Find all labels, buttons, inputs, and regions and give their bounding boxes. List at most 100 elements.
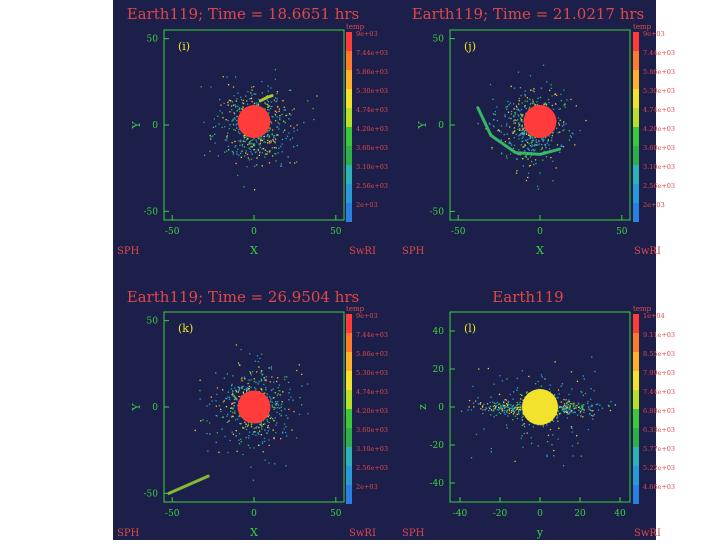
particle <box>547 139 549 141</box>
particle <box>194 429 196 432</box>
particle <box>585 119 587 122</box>
particle <box>544 102 546 104</box>
particle <box>528 423 530 426</box>
particle <box>578 406 581 408</box>
particle <box>560 100 562 102</box>
particle <box>575 105 577 107</box>
particle <box>245 139 248 141</box>
particle <box>500 409 503 411</box>
particle <box>559 405 561 408</box>
colorbar-title: temp <box>633 23 652 31</box>
particle <box>580 390 582 393</box>
particle <box>233 112 235 114</box>
particle <box>521 124 523 126</box>
x-tick-label: 20 <box>574 509 586 519</box>
particle <box>533 139 535 142</box>
particle <box>277 393 279 395</box>
particle <box>531 141 533 143</box>
particle <box>255 164 258 166</box>
particle <box>270 416 272 419</box>
particle <box>496 409 499 411</box>
particle <box>252 143 255 145</box>
particle <box>521 133 523 135</box>
particle <box>564 404 566 406</box>
particle <box>556 144 559 146</box>
particle <box>259 151 261 153</box>
particle <box>573 404 575 406</box>
particle <box>530 437 532 439</box>
particle <box>528 375 530 378</box>
particle <box>563 407 566 409</box>
particle <box>498 407 501 409</box>
particle <box>500 131 502 133</box>
particle <box>561 383 564 385</box>
particle <box>583 404 585 406</box>
particle <box>231 120 233 122</box>
planet-core <box>522 389 558 425</box>
particle <box>570 371 573 373</box>
particle <box>284 376 286 378</box>
particle <box>564 410 566 413</box>
particle <box>514 122 516 124</box>
particle <box>269 128 271 130</box>
panel-title: Earth119; Time = 26.9504 hrs <box>127 288 360 306</box>
particle <box>490 414 492 416</box>
particle <box>258 433 260 435</box>
particle <box>250 97 252 100</box>
particle <box>525 156 527 158</box>
x-tick-label: 40 <box>614 509 626 519</box>
particle <box>525 107 527 110</box>
particle <box>473 406 475 408</box>
particle <box>231 109 233 111</box>
particle <box>224 151 226 153</box>
colorbar-tick-label: 4.74e+03 <box>643 106 675 114</box>
particle <box>571 403 573 405</box>
particle <box>546 81 548 83</box>
y-tick-label: 50 <box>147 317 159 327</box>
particle <box>264 141 266 144</box>
colorbar-title: temp <box>633 305 652 313</box>
particle <box>283 120 285 122</box>
particle <box>273 437 275 440</box>
particle <box>573 407 576 410</box>
particle <box>270 366 272 368</box>
particle <box>259 146 261 148</box>
particle <box>484 409 486 411</box>
particle <box>508 403 510 406</box>
particle <box>266 432 268 434</box>
colorbar-segment <box>633 333 639 352</box>
particle <box>504 409 506 412</box>
particle <box>551 444 553 446</box>
particle <box>266 153 268 155</box>
particle <box>607 404 610 406</box>
particle <box>215 441 217 444</box>
particle <box>477 122 479 125</box>
particle <box>268 112 270 114</box>
particle <box>520 437 522 440</box>
x-axis-label: y <box>536 526 544 539</box>
particle <box>506 404 509 407</box>
particle <box>536 104 538 106</box>
particle <box>258 154 260 156</box>
colorbar-segment <box>633 466 639 485</box>
particle <box>532 139 534 141</box>
particle <box>285 465 287 467</box>
particle <box>235 100 237 102</box>
particle <box>284 109 286 111</box>
particle <box>524 139 527 141</box>
particle <box>514 119 516 121</box>
particle <box>522 412 524 414</box>
particle <box>568 407 571 409</box>
particle <box>242 102 245 105</box>
particle <box>210 138 212 140</box>
particle <box>518 103 520 105</box>
particle <box>566 99 568 101</box>
particle <box>506 378 508 380</box>
particle <box>232 392 234 394</box>
particle <box>526 432 528 434</box>
particle <box>516 106 518 108</box>
particle <box>258 98 260 101</box>
particle <box>253 447 255 449</box>
particle <box>478 368 480 370</box>
particle <box>238 390 240 392</box>
